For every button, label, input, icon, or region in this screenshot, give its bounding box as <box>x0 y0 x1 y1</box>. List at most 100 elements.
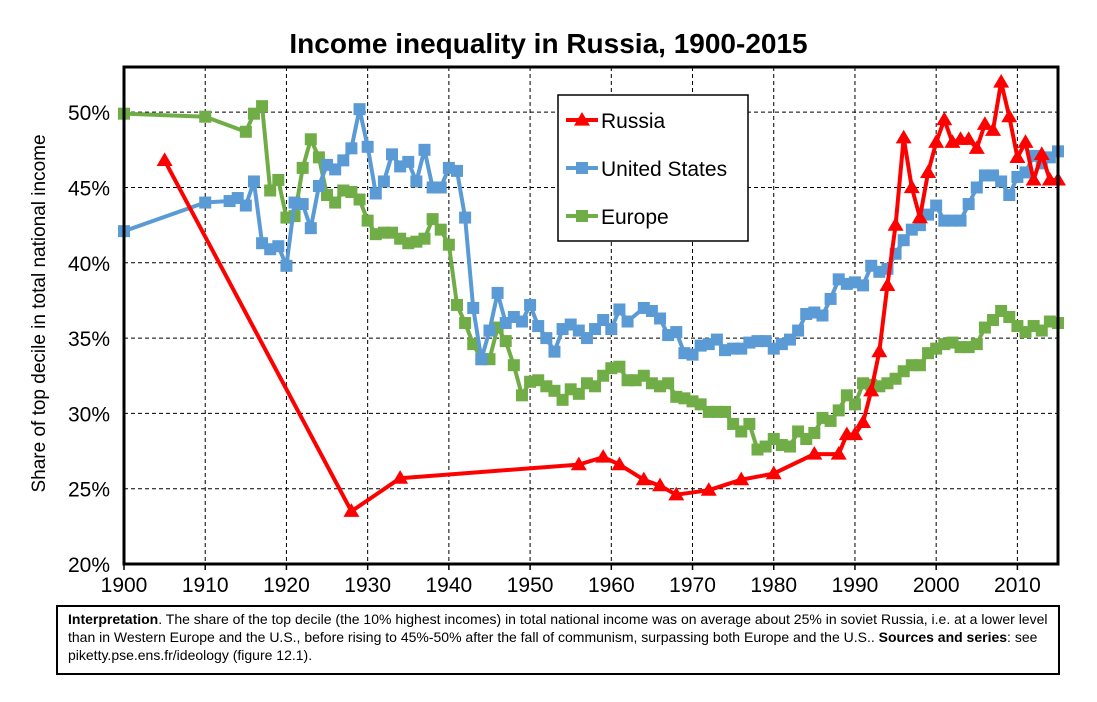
data-point-russia <box>871 343 888 358</box>
data-point-united-states <box>402 155 415 168</box>
data-point-united-states <box>532 320 545 333</box>
data-point-united-states <box>710 333 723 346</box>
x-tick-label: 1990 <box>832 574 879 597</box>
data-point-united-states <box>280 259 293 272</box>
note-sources-text: : see piketty.pse.ens.fr/ideology (figur… <box>68 629 1038 663</box>
data-point-russia <box>928 134 945 148</box>
data-point-united-states <box>654 312 667 325</box>
data-point-russia <box>652 477 669 492</box>
data-point-united-states <box>783 333 796 346</box>
x-tick-label: 1930 <box>344 574 391 597</box>
x-tick-label: 1920 <box>263 574 310 597</box>
x-tick-label: 2000 <box>913 574 960 597</box>
data-point-united-states <box>930 199 943 212</box>
data-point-united-states <box>954 214 967 227</box>
data-point-united-states <box>337 154 350 167</box>
plot-frame <box>122 65 1060 566</box>
data-point-europe <box>426 213 439 226</box>
data-point-europe <box>719 405 732 418</box>
data-point-europe <box>589 380 602 393</box>
data-point-europe <box>808 426 821 439</box>
y-tick-label: 30% <box>68 403 110 426</box>
data-point-united-states <box>589 323 602 336</box>
data-point-russia <box>392 470 409 484</box>
data-point-europe <box>783 440 796 453</box>
data-point-russia <box>1009 149 1026 163</box>
data-point-europe <box>361 214 374 227</box>
y-tick-label: 50% <box>68 102 110 125</box>
data-point-europe <box>613 360 626 373</box>
data-point-united-states <box>377 175 390 188</box>
data-point-united-states <box>548 345 561 358</box>
data-point-russia <box>936 111 953 126</box>
data-point-united-states <box>597 314 610 327</box>
data-point-europe <box>913 359 926 372</box>
data-point-europe <box>840 389 853 402</box>
x-tick-label: 1940 <box>426 574 473 597</box>
data-point-united-states <box>670 326 683 339</box>
legend-item-united-states: United States <box>566 158 727 181</box>
data-point-united-states <box>361 140 374 153</box>
data-point-united-states <box>580 332 593 345</box>
data-point-europe <box>970 338 983 351</box>
data-point-russia <box>1033 146 1050 160</box>
data-point-russia <box>635 471 652 486</box>
data-point-russia <box>611 456 628 471</box>
data-point-russia <box>1025 171 1042 186</box>
data-point-russia <box>993 74 1010 88</box>
data-point-europe <box>459 317 472 330</box>
x-tick-label: 1960 <box>588 574 635 597</box>
data-point-russia <box>830 446 847 460</box>
data-point-europe <box>296 161 309 174</box>
data-point-russia <box>976 116 993 130</box>
data-point-europe <box>507 359 520 372</box>
data-point-united-states <box>434 181 447 194</box>
data-point-russia <box>1001 108 1018 123</box>
legend-marker-united-states <box>576 162 588 174</box>
data-point-europe <box>556 393 569 406</box>
data-point-europe <box>824 414 837 427</box>
axis-labels: 20% 25% 30% 35% 40% 45% 50% 1900 1910 1920 1930 194… <box>68 102 1041 597</box>
data-point-europe <box>199 110 212 123</box>
data-point-russia <box>985 122 1002 136</box>
legend-label-europe: Europe <box>601 206 669 229</box>
data-point-united-states <box>857 279 870 292</box>
data-point-united-states <box>272 240 285 253</box>
data-point-united-states <box>450 164 463 177</box>
data-point-united-states <box>353 103 366 116</box>
x-tick-label: 1970 <box>669 574 716 597</box>
data-point-europe <box>848 398 861 411</box>
legend-label-russia: Russia <box>601 110 666 133</box>
x-tick-label: 1980 <box>750 574 797 597</box>
data-point-united-states <box>386 148 399 161</box>
data-point-russia <box>765 465 782 480</box>
data-point-united-states <box>897 234 910 247</box>
interpretation-note: Interpretation. The share of the top dec… <box>56 605 1060 675</box>
data-point-united-states <box>410 175 423 188</box>
x-tick-label: 1950 <box>507 574 554 597</box>
data-point-united-states <box>239 199 252 212</box>
legend-label-united-states: United States <box>601 158 727 181</box>
data-point-russia <box>570 456 587 471</box>
data-point-russia <box>668 486 685 501</box>
data-point-united-states <box>816 309 829 322</box>
y-tick-label: 20% <box>68 554 110 577</box>
data-point-europe <box>239 125 252 138</box>
chart-canvas: 20% 25% 30% 35% 40% 45% 50% 1900 1910 1920 1930 194… <box>29 65 1066 597</box>
data-point-russia <box>733 471 750 486</box>
y-axis-title: Share of top decile in total national in… <box>29 134 50 492</box>
series-russia <box>156 74 1066 517</box>
x-tick-label: 2010 <box>994 574 1041 597</box>
data-point-europe <box>264 184 277 197</box>
data-point-united-states <box>1003 189 1016 202</box>
data-point-united-states <box>524 298 537 311</box>
data-point-europe <box>1003 311 1016 324</box>
data-point-united-states <box>824 292 837 305</box>
data-point-russia <box>806 446 823 460</box>
data-point-europe <box>450 298 463 311</box>
data-point-russia <box>895 129 912 144</box>
data-point-europe <box>442 238 455 251</box>
data-point-united-states <box>1019 166 1032 179</box>
data-point-europe <box>418 232 431 245</box>
data-point-europe <box>434 223 447 236</box>
